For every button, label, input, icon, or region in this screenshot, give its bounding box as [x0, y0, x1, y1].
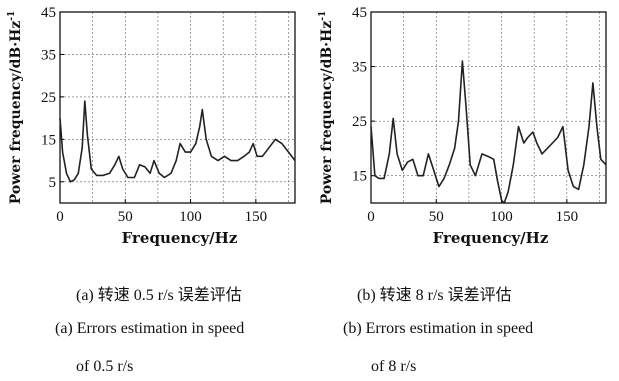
caption-b-english-line1: (b) Errors estimation in speed [343, 320, 534, 337]
chart-a-y-axis-label: Power frequency/dB·Hz-1 [7, 11, 24, 205]
caption-a-english-line2: of 0.5 r/s [76, 358, 134, 375]
caption-a-english-line1: (a) Errors estimation in speed [55, 320, 245, 337]
chart-b-x-tick-label: 0 [367, 209, 375, 225]
chart-a-y-tick-label: 5 [49, 175, 57, 191]
caption-a-chinese: (a) 转速 0.5 r/s 误差评估 [76, 287, 242, 304]
chart-a-x-tick-label: 150 [245, 209, 268, 225]
chart-b-y-axis-label: Power frequency/dB·Hz-1 [318, 11, 335, 205]
chart-b-y-tick-label: 15 [352, 169, 367, 185]
chart-a-y-tick-label: 45 [41, 5, 56, 21]
chart-b-x-axis-label: Frequency/Hz [433, 229, 549, 247]
chart-a-plot-frame [59, 11, 296, 204]
chart-b-series-line [370, 60, 607, 204]
caption-b-chinese: (b) 转速 8 r/s 误差评估 [357, 287, 512, 304]
chart-b-x-tick-label: 150 [556, 209, 579, 225]
chart-a-x-axis-label: Frequency/Hz [122, 229, 238, 247]
chart-b-y-tick-label: 45 [352, 5, 367, 21]
chart-b-x-tick-label: 50 [429, 209, 444, 225]
chart-b-plot-frame [370, 11, 607, 204]
chart-a-x-tick-label: 100 [179, 209, 202, 225]
chart-a-series-line [59, 100, 296, 183]
chart-a-x-tick-label: 0 [56, 209, 64, 225]
caption-b-english-line2: of 8 r/s [371, 358, 417, 375]
chart-b-y-tick-label: 35 [352, 60, 367, 76]
chart-b-y-tick-label: 25 [352, 114, 367, 130]
chart-a-y-tick-label: 35 [41, 47, 56, 63]
chart-a-x-tick-label: 50 [118, 209, 133, 225]
chart-a-y-tick-label: 25 [41, 90, 56, 106]
chart-b-x-tick-label: 100 [490, 209, 513, 225]
chart-a-y-tick-label: 15 [41, 132, 56, 148]
